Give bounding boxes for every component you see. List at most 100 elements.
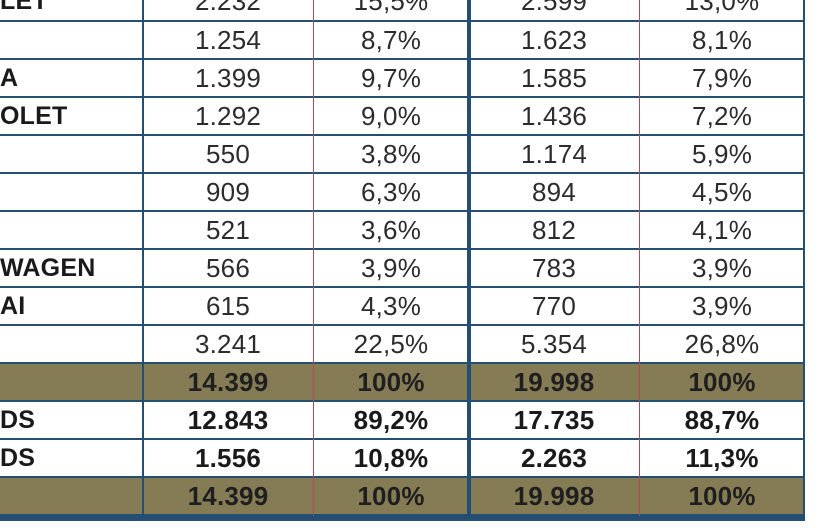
share-cell-period-1: 6,3% [360,176,422,207]
units-cell-period-2: 894 [532,176,576,207]
table-row: 521 3,6% 812 4,1% [0,211,805,249]
share-cell-period-2: 11,3% [685,442,759,473]
grid-column-line [639,0,640,517]
grid-row-line [0,210,805,212]
units-cell-period-1: 12.843 [187,404,269,435]
grid-row-line [0,438,805,440]
share-cell-period-1: 10,8% [353,442,429,473]
table-row: DS 1.556 10,8% 2.263 11,3% [0,439,805,477]
brand-cell [0,211,143,249]
brand-cell [0,477,143,515]
brand-cell [0,135,143,173]
grid-row-line [0,248,805,250]
share-cell-period-2: 3,9% [691,290,753,321]
share-cell-period-1: 9,7% [360,62,422,93]
units-cell-period-2: 770 [532,290,576,321]
grid-column-line [803,0,805,517]
units-cell-period-1: 521 [206,214,250,245]
units-cell-period-2: 19.998 [513,366,595,397]
units-cell-period-1: 1.556 [194,442,262,473]
share-cell-period-1: 9,0% [360,100,422,131]
units-cell-period-1: 909 [206,176,250,207]
grid-row-line [0,172,805,174]
brand-cell [0,325,143,363]
table-row: OLET 1.292 9,0% 1.436 7,2% [0,97,805,135]
table-row: 909 6,3% 894 4,5% [0,173,805,211]
table-row: LET 2.232 15,5% 2.599 13,0% [0,0,805,20]
share-cell-period-1: 15,5% [353,0,429,16]
share-cell-period-2: 100% [688,366,756,397]
units-cell-period-2: 783 [532,252,576,283]
units-cell-period-1: 566 [206,252,250,283]
share-cell-period-1: 100% [357,366,425,397]
units-cell-period-2: 812 [532,214,576,245]
grid-row-line [0,20,805,22]
share-cell-period-2: 5,9% [691,138,753,169]
share-cell-period-1: 3,8% [360,138,422,169]
units-cell-period-1: 615 [206,290,250,321]
units-cell-period-1: 1.399 [194,62,262,93]
table-row: A 1.399 9,7% 1.585 7,9% [0,59,805,97]
units-cell-period-2: 17.735 [513,404,595,435]
units-cell-period-2: 2.599 [520,0,588,16]
table-row: WAGEN 566 3,9% 783 3,9% [0,249,805,287]
table-row: DS 12.843 89,2% 17.735 88,7% [0,401,805,439]
share-cell-period-2: 8,1% [691,24,753,55]
share-cell-period-2: 7,9% [691,62,753,93]
units-cell-period-2: 1.436 [520,100,588,131]
share-cell-period-1: 22,5% [353,328,429,359]
share-cell-period-2: 3,9% [691,252,753,283]
share-cell-period-1: 100% [357,480,425,511]
units-cell-period-1: 1.292 [194,100,262,131]
units-cell-period-2: 19.998 [513,480,595,511]
grid-row-line [0,324,805,326]
grid-row-line [0,134,805,136]
brand-cell: DS [0,443,36,472]
grid-row-line [0,514,805,516]
grid-row-line [0,96,805,98]
grid-row-line [0,58,805,60]
share-cell-period-1: 89,2% [353,404,429,435]
brand-cell: AI [0,291,26,320]
share-cell-period-2: 13,0% [684,0,760,16]
brand-cell: A [0,63,19,92]
units-cell-period-2: 5.354 [520,328,588,359]
grid-row-line [0,476,805,478]
share-cell-period-2: 4,1% [691,214,753,245]
units-cell-period-1: 1.254 [194,24,262,55]
brand-cell [0,363,143,401]
share-cell-period-1: 3,6% [360,214,422,245]
share-cell-period-2: 7,2% [691,100,753,131]
share-cell-period-2: 4,5% [691,176,753,207]
table-row: 3.241 22,5% 5.354 26,8% [0,325,805,363]
share-cell-period-2: 26,8% [684,328,760,359]
brand-cell [0,21,143,59]
share-cell-period-2: 100% [688,480,756,511]
brand-cell: LET [0,0,48,15]
brand-cell: WAGEN [0,253,96,282]
units-cell-period-1: 14.399 [187,366,269,397]
grid-row-line [0,400,805,402]
table-bottom-border [0,516,805,521]
total-row: 14.399 100% 19.998 100% [0,363,805,401]
units-cell-period-1: 2.232 [194,0,262,16]
units-cell-period-2: 1.174 [520,138,588,169]
table-row: AI 615 4,3% 770 3,9% [0,287,805,325]
share-cell-period-2: 88,7% [684,404,760,435]
brand-cell: OLET [0,101,68,130]
grid-row-line [0,362,805,364]
table-row: 550 3,8% 1.174 5,9% [0,135,805,173]
units-cell-period-1: 550 [206,138,250,169]
units-cell-period-2: 1.585 [520,62,588,93]
brand-cell: DS [0,405,36,434]
units-cell-period-1: 3.241 [194,328,262,359]
units-cell-period-2: 1.623 [520,24,588,55]
total-row: 14.399 100% 19.998 100% [0,477,805,515]
brand-cell [0,173,143,211]
grid-column-line [313,0,314,517]
grid-column-line [467,0,471,517]
share-cell-period-1: 8,7% [360,24,422,55]
units-cell-period-1: 14.399 [187,480,269,511]
share-cell-period-1: 3,9% [360,252,422,283]
